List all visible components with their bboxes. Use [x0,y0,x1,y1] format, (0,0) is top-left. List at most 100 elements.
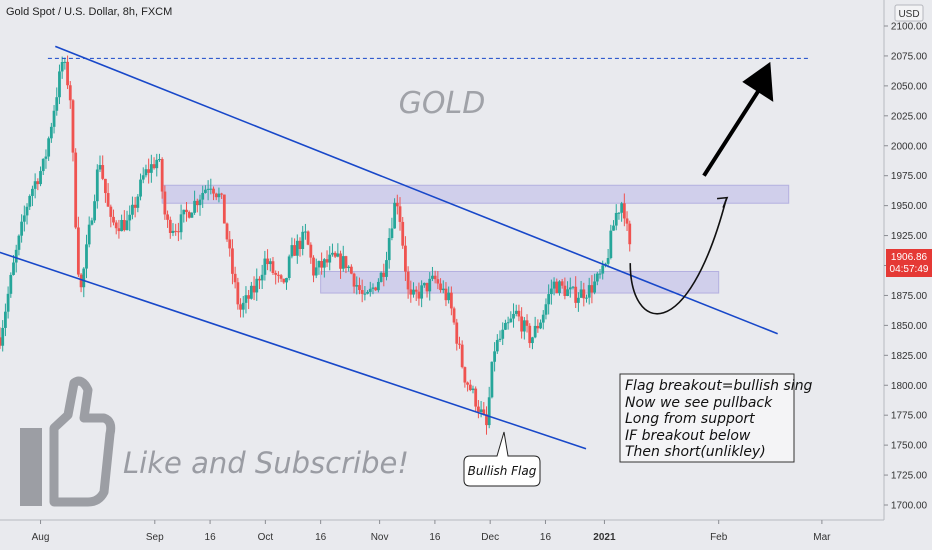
candle-body [333,252,337,257]
candle-body [601,265,605,274]
upper-trendline [54,45,778,335]
note-line: Then short(unlikley) [625,444,766,460]
candle-body [271,261,275,273]
candle-body [558,281,561,294]
candle-body [476,406,480,412]
candle-body [401,221,405,246]
arrow-icon [742,61,774,102]
candle-body [414,289,418,292]
candle-body [517,310,521,317]
candle-body [190,212,194,218]
last-price-value: 1906.86 [891,252,928,263]
candle-body [82,268,86,288]
candle-body [612,225,615,231]
candle-body [628,223,632,245]
candle-body [379,272,383,282]
candle-body [428,278,432,292]
candle-body [52,110,56,127]
candle-body [95,169,99,202]
candle-body [525,320,529,326]
candle-body [128,214,132,221]
candle-body [298,240,302,249]
candle-body [606,258,610,264]
candle-body [104,178,107,194]
note-line: IF breakout below [625,428,751,444]
candle-body [574,286,578,303]
candle-body [47,138,51,157]
candle-body [393,202,397,229]
candle-body [425,282,429,292]
candle-body [482,409,486,415]
candle-body [247,295,251,299]
candle-body [187,211,191,218]
candle-body [41,158,45,172]
candle-body [287,256,291,278]
candle-body [71,100,75,153]
candle-body [90,220,94,225]
candle-body [533,325,537,338]
candle-body [355,285,359,287]
candle-body [231,248,234,274]
pullback-curve [629,199,727,315]
candle-body [306,231,310,245]
candle-body [276,274,280,276]
trendlines-layer [0,45,811,450]
candle-body [374,287,378,291]
support-zone [320,270,720,294]
candle-body [512,313,515,319]
candle-body [541,314,545,323]
candle-body [509,318,513,323]
candle-body [582,289,586,299]
candle-body [360,290,364,294]
candle-body [544,304,548,315]
candle-body [274,272,278,275]
price-tick-label: 1775.00 [891,411,928,422]
candle-body [498,338,502,340]
candle-body [98,165,102,170]
candle-body [590,285,594,293]
candle-body [228,239,232,249]
candle-body [14,249,18,263]
candle-body [22,215,26,222]
candle-body [336,253,340,257]
price-tick-label: 1800.00 [891,381,928,392]
candle-body [252,285,256,293]
candle-body [195,200,199,206]
currency-badge[interactable] [894,4,924,22]
resistance-zone [161,184,790,204]
candle-body [566,289,569,296]
candle-body [268,261,272,265]
candle-body [179,214,183,233]
candle-body [76,227,80,275]
candle-body [33,181,37,189]
candle-body [552,281,556,289]
bullish-flag-label: Bullish Flag [468,464,537,478]
candle-body [239,304,242,310]
candle-body [328,254,332,263]
candle-body [563,285,567,296]
candle-body [133,204,137,208]
candle-body [174,230,178,232]
candle-body [504,323,507,330]
candle-body [412,289,415,295]
candle-body [266,258,269,265]
candle-body [209,188,213,190]
candle-body [4,311,7,328]
candle-body [463,367,467,383]
candle-body [193,200,196,213]
candle-body [139,179,142,197]
candle-body [198,199,202,206]
candle-body [549,288,553,295]
candle-body [452,308,456,323]
candle-body [385,260,388,277]
thumbs-up-icon [20,376,116,507]
price-tick-label: 1875.00 [891,291,928,302]
candle-body [395,202,399,207]
arrow-shaft [702,86,762,177]
candle-body [66,61,69,86]
candle-body [182,209,186,215]
time-axis-panel[interactable] [0,520,932,550]
candle-body [468,384,472,391]
candle-body [85,244,88,269]
